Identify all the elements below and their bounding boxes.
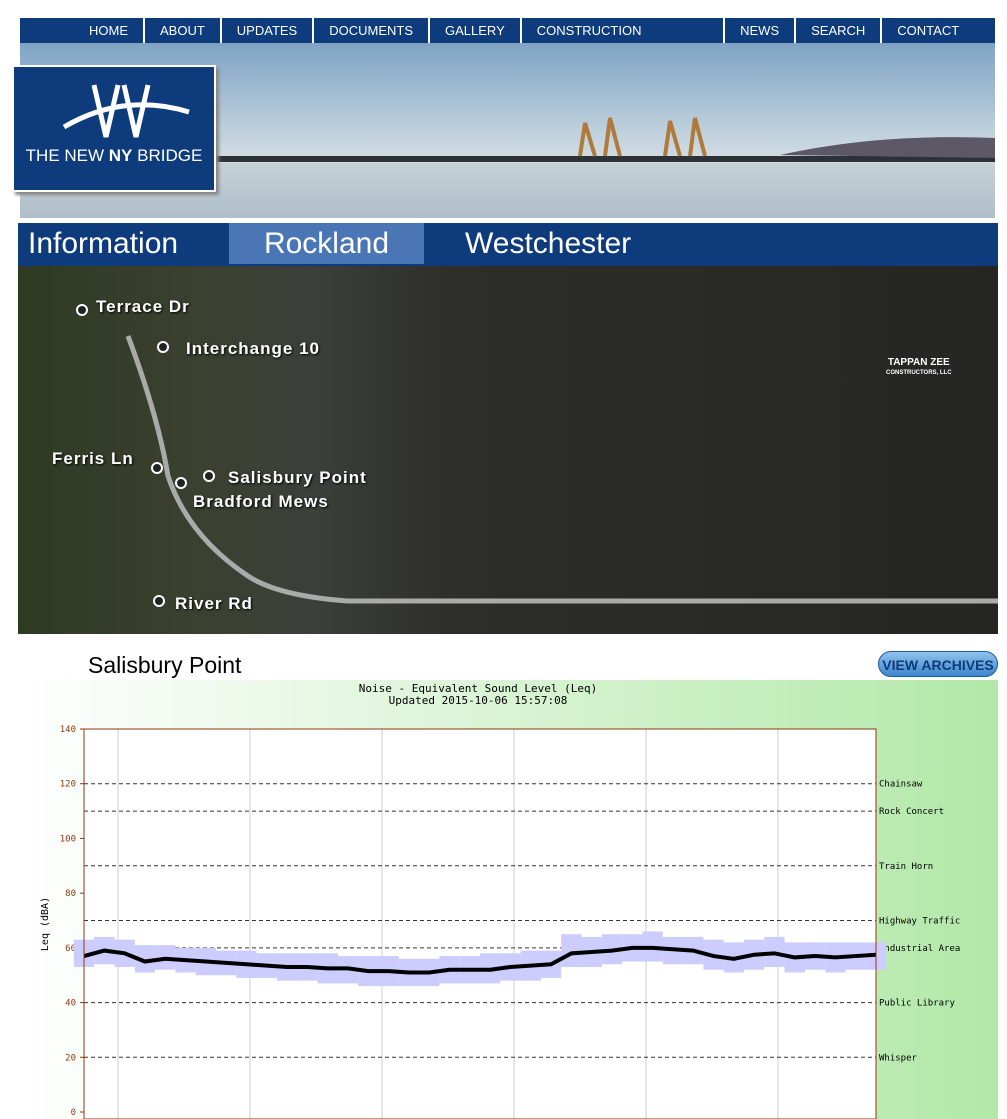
y-tick-label: 20 — [65, 1053, 76, 1063]
logo-text-part: NY — [108, 146, 133, 165]
reference-label: Public Library — [879, 999, 955, 1009]
range-band — [561, 934, 582, 968]
range-band — [134, 945, 156, 973]
map-marker[interactable] — [203, 470, 215, 482]
x-grid — [117, 729, 779, 1119]
y-tick-label: 100 — [60, 834, 76, 844]
map-roads — [125, 335, 998, 604]
nav-link[interactable]: GALLERY — [430, 18, 522, 43]
map-marker[interactable] — [175, 477, 187, 489]
nav-link[interactable]: ABOUT — [145, 18, 222, 43]
nav-link[interactable]: SEARCH — [796, 18, 883, 43]
tab[interactable]: Information — [28, 227, 179, 260]
logo-text: THE NEW NY BRIDGE — [14, 146, 214, 166]
reference-label: Rock Concert — [879, 807, 944, 817]
y-tick-label: 0 — [71, 1108, 76, 1118]
logo-text-part: THE NEW — [25, 146, 105, 165]
map-label[interactable]: River Rd — [175, 594, 253, 613]
leq-line — [83, 945, 877, 975]
logo-mark — [62, 84, 190, 138]
nav-link[interactable]: CONSTRUCTION CAMERAS — [522, 18, 726, 63]
nav-link[interactable]: CONTACT US — [897, 23, 959, 63]
chart-title: Noise - Equivalent Sound Level (Leq) — [359, 682, 597, 695]
y-axis-label: Leq (dBA) — [40, 897, 51, 951]
tab-active[interactable]: Rockland — [229, 223, 424, 264]
map: Terrace Dr Interchange 10 Ferris Ln Sali… — [18, 266, 998, 634]
y-tick-label: 140 — [60, 725, 76, 735]
map-marker[interactable] — [157, 341, 169, 353]
map-label[interactable]: Salisbury Point — [228, 468, 367, 487]
reference-label: Industrial Area — [879, 944, 960, 954]
plot-frame — [83, 728, 877, 1119]
nav-link[interactable]: UPDATES — [222, 18, 315, 43]
nav-link[interactable]: HOME — [74, 18, 145, 43]
y-tick-label: 80 — [65, 889, 76, 899]
nav-link[interactable]: DOCUMENTS — [314, 18, 431, 43]
map-label[interactable]: Terrace Dr — [96, 297, 190, 316]
reference-label: Train Horn — [879, 862, 933, 872]
reference-label: Highway Traffic — [879, 917, 960, 927]
nav-bar: HOME ABOUT UPDATES DOCUMENTS GALLERY CON… — [20, 18, 995, 63]
reference-label: Chainsaw — [879, 780, 923, 790]
watermark-text: CONSTRUCTORS, LLC — [886, 370, 952, 376]
watermark-text: TAPPAN ZEE — [887, 357, 950, 368]
reference-label: Whisper — [879, 1053, 918, 1063]
logo[interactable]: THE NEW NY BRIDGE — [12, 65, 216, 192]
station-title: Salisbury Point — [88, 652, 242, 678]
map-marker[interactable] — [76, 304, 88, 316]
nav-link[interactable]: NEWS — [725, 18, 797, 43]
map-marker[interactable] — [151, 462, 163, 474]
plot-area — [84, 729, 876, 1119]
map-label[interactable]: Bradford Mews — [193, 492, 329, 511]
y-tick-label: 120 — [60, 780, 76, 790]
tab[interactable]: Westchester — [465, 227, 632, 260]
y-tick-label: 40 — [65, 999, 76, 1009]
watermark: TAPPAN ZEE CONSTRUCTORS, LLC — [886, 358, 952, 378]
map-label[interactable]: Ferris Ln — [52, 449, 134, 468]
chart: Noise - Equivalent Sound Level (Leq) Upd… — [18, 680, 998, 1119]
map-marker[interactable] — [153, 595, 165, 607]
tab-bar: Information Rockland Westchester — [18, 223, 998, 266]
map-label[interactable]: Interchange 10 — [186, 339, 320, 358]
y-tick-label: 60 — [65, 944, 76, 954]
logo-text-part: BRIDGE — [137, 146, 203, 165]
chart-subtitle: Updated 2015-10-06 15:57:08 — [389, 694, 568, 707]
view-archives-button[interactable]: VIEW ARCHIVES — [878, 651, 998, 677]
